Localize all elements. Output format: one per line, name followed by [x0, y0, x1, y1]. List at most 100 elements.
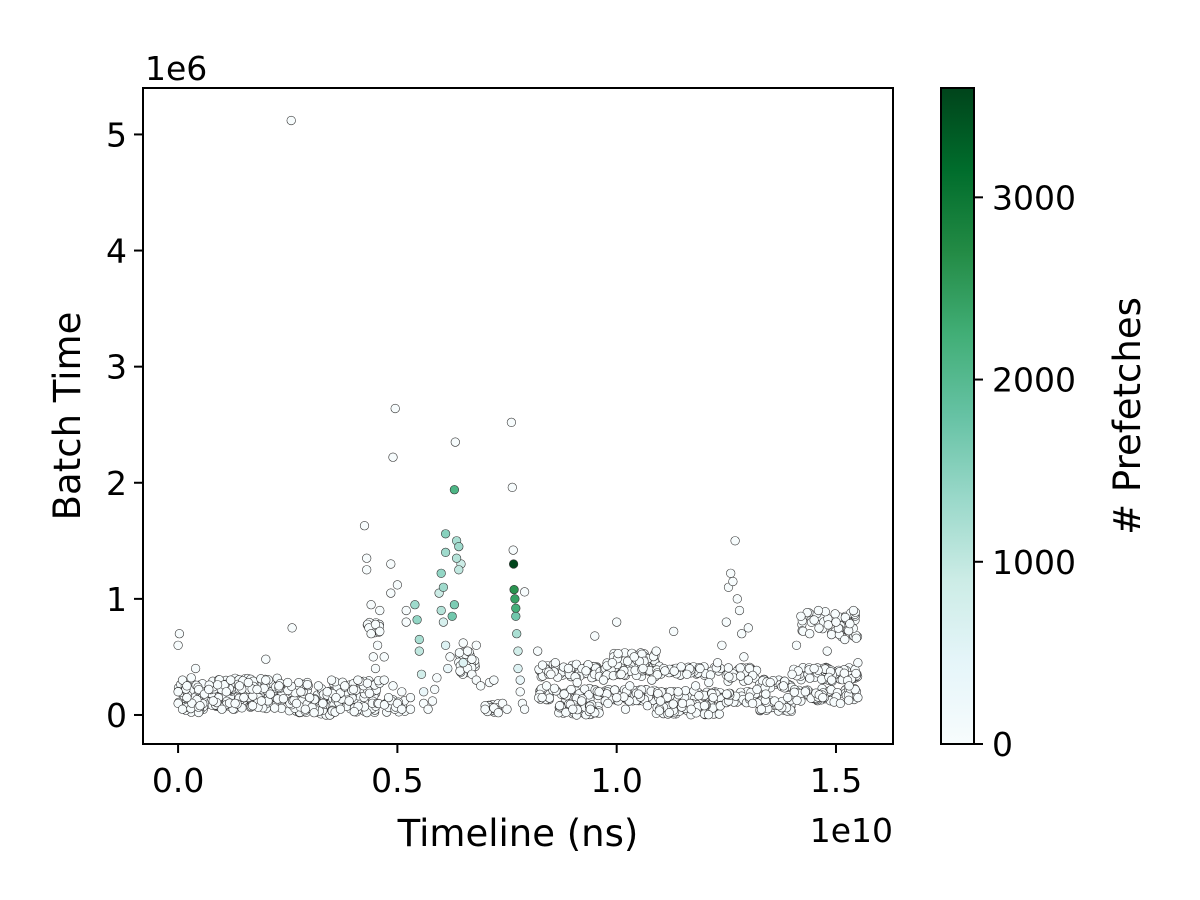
scatter-point	[449, 485, 460, 495]
scatter-point	[743, 623, 753, 633]
scatter-point	[723, 663, 734, 673]
scatter-point	[585, 704, 596, 714]
scatter-point	[436, 568, 446, 578]
scatter-point	[515, 675, 525, 685]
scatter-point	[840, 634, 850, 645]
scatter-point	[826, 675, 837, 685]
scatter-point	[438, 582, 449, 592]
scatter-point	[694, 691, 704, 701]
scatter-point	[537, 660, 548, 670]
scatter-point	[686, 704, 696, 714]
scatter-point	[721, 617, 731, 627]
scatter-point	[454, 565, 464, 575]
scatter-point	[756, 704, 767, 714]
scatter-point	[386, 588, 396, 598]
scatter-point	[454, 541, 464, 552]
scatter-point	[541, 681, 552, 691]
y-tick-label: 4	[106, 232, 127, 271]
scatter-point	[704, 677, 714, 688]
scatter-point	[732, 594, 742, 604]
scatter-point	[441, 640, 451, 650]
scatter-point	[622, 656, 633, 666]
scatter-point	[669, 666, 679, 676]
scatter-point	[489, 675, 499, 685]
scatter-point	[318, 698, 328, 709]
colorbar-tick-label: 3000	[992, 178, 1076, 217]
scatter-point	[443, 663, 453, 674]
scatter-point	[607, 658, 617, 668]
scatter-point	[186, 673, 196, 683]
scatter-point	[392, 580, 403, 590]
scatter-point	[844, 695, 854, 705]
scatter-point	[668, 699, 678, 709]
scatter-point	[576, 696, 587, 706]
scatter-point	[340, 681, 350, 691]
scatter-point	[555, 701, 565, 711]
scatter-point	[717, 640, 727, 650]
scatter-point	[397, 687, 407, 697]
scatter-point	[511, 611, 521, 621]
scatter-point	[447, 611, 457, 621]
scatter-point	[327, 675, 337, 685]
scatter-point	[612, 692, 622, 703]
colorbar-tick-label: 2000	[992, 361, 1076, 400]
scatter-point	[549, 683, 560, 693]
scatter-point	[414, 646, 424, 656]
scatter-point	[654, 706, 664, 716]
scatter-point	[652, 670, 662, 680]
scatter-point	[722, 689, 732, 699]
scatter-point	[508, 559, 519, 569]
y-tick-label: 3	[106, 348, 127, 387]
scatter-point	[458, 638, 468, 648]
scatter-point	[708, 692, 718, 703]
scatter-point	[208, 696, 218, 706]
scatter-point	[375, 626, 385, 637]
x-tick-label: 1.5	[810, 761, 862, 800]
colorbar	[940, 87, 975, 745]
scatter-point	[509, 584, 519, 595]
scatter-point	[809, 663, 819, 674]
scatter-point	[416, 669, 427, 679]
scatter-point	[584, 690, 594, 700]
scatter-point	[458, 658, 468, 668]
scatter-point	[182, 681, 192, 691]
scatter-point	[359, 521, 370, 531]
scatter-point	[507, 482, 517, 493]
x-tick-label: 0.0	[152, 761, 204, 800]
scatter-point	[620, 704, 631, 714]
scatter-point	[572, 677, 582, 688]
scatter-point	[743, 675, 753, 685]
scatter-point	[822, 646, 832, 656]
scatter-point	[370, 663, 381, 674]
colorbar-ticks: 0 1000 2000 3000	[974, 178, 1076, 764]
scatter-point	[512, 629, 522, 639]
colorbar-label: # Prefetches	[1106, 297, 1149, 535]
scatter-point	[291, 698, 302, 709]
scatter-point	[805, 673, 815, 683]
scatter-point	[519, 587, 530, 597]
scatter-point	[405, 692, 416, 703]
scatter-point	[384, 692, 394, 703]
scatter-point	[322, 687, 332, 697]
scatter-point	[375, 605, 385, 616]
scatter-point	[414, 634, 424, 645]
scatter-point	[699, 701, 710, 711]
scatter-point	[511, 603, 521, 613]
scatter-point	[612, 617, 622, 627]
scatter-point	[761, 689, 771, 699]
scatter-point	[690, 681, 701, 691]
scatter-point	[331, 692, 341, 703]
scatter-point	[676, 662, 686, 672]
scatter-point	[373, 640, 383, 650]
y-tick-label: 5	[106, 115, 127, 154]
scatter-point	[792, 695, 802, 706]
scatter-point	[705, 670, 716, 680]
x-axis-label: Timeline (ns)	[397, 812, 639, 855]
scatter-point	[221, 687, 231, 697]
scatter-point	[610, 685, 620, 695]
scatter-point	[441, 547, 451, 558]
scatter-point	[728, 576, 738, 587]
scatter-point	[370, 619, 381, 630]
scatter-point	[261, 675, 271, 685]
scatter-point	[726, 568, 736, 578]
